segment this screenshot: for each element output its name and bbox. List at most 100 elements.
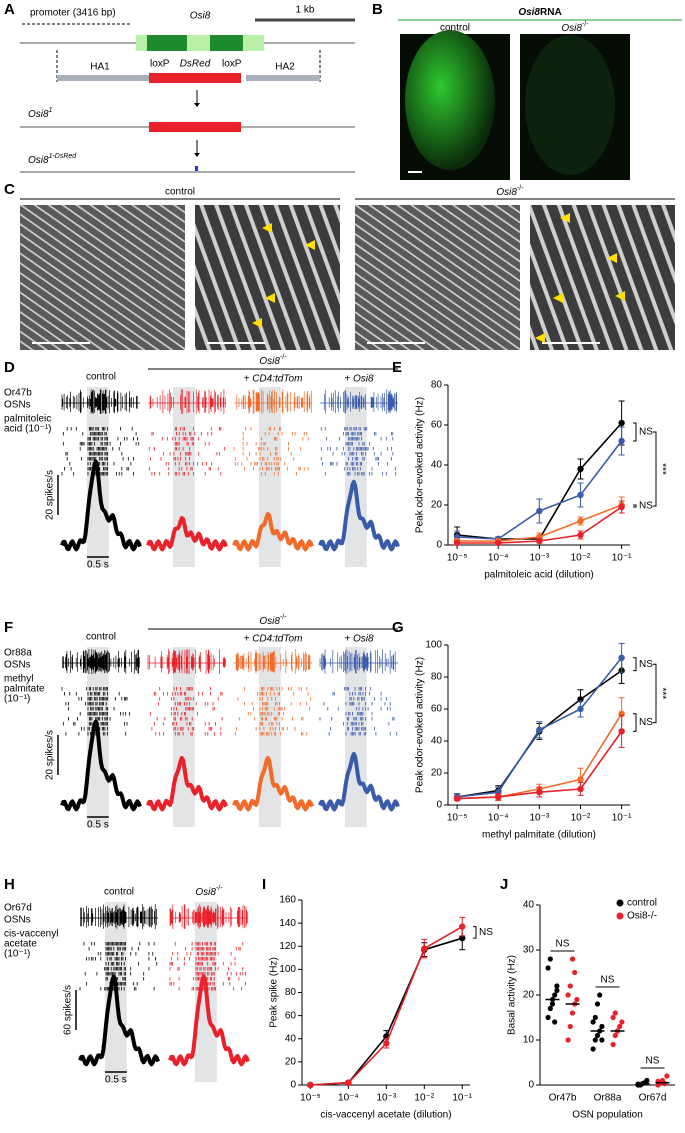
data-point xyxy=(345,1079,352,1086)
exon xyxy=(147,35,187,51)
data-point xyxy=(577,531,584,539)
panel-label: J xyxy=(500,876,508,893)
label-part: Osi8 xyxy=(518,7,540,18)
condition-label: + CD4:tdTom xyxy=(244,634,303,645)
odor-label: (10⁻¹) xyxy=(4,949,30,960)
x-tick-label: Or67d xyxy=(639,1093,667,1104)
label-part: Osi8 xyxy=(28,155,49,166)
spike-raster xyxy=(148,427,226,476)
spike-raster xyxy=(150,687,223,736)
data-point xyxy=(574,996,580,1003)
data-point xyxy=(536,507,543,515)
label-part: Osi8 xyxy=(28,109,49,120)
label-part: Osi8 xyxy=(496,187,517,198)
stimulus-window xyxy=(344,647,367,827)
data-point xyxy=(567,983,573,989)
bracket xyxy=(633,713,637,732)
annotation: NS xyxy=(601,975,615,986)
psth xyxy=(318,479,400,552)
time-scale-label: 0.5 s xyxy=(87,560,109,571)
sem-image xyxy=(355,205,520,350)
image-label: Osi8-/- xyxy=(496,185,524,198)
y-tick-label: 0 xyxy=(436,800,442,811)
arrowhead-marker xyxy=(262,223,272,233)
stimulus-window xyxy=(258,647,281,827)
x-tick-label: 10⁻⁴ xyxy=(488,553,509,564)
x-tick-label: 10⁻³ xyxy=(529,553,549,564)
x-tick-label: 10⁻⁴ xyxy=(338,1093,359,1104)
homology-arm xyxy=(57,75,149,81)
y-tick-label: 80 xyxy=(431,672,443,683)
arrowhead-marker xyxy=(535,333,545,343)
x-axis-label: palmitoleic acid (dilution) xyxy=(484,570,594,581)
panel-label: B xyxy=(372,1,383,18)
spike-trace xyxy=(234,389,312,415)
x-tick-label: 10⁻¹ xyxy=(612,553,632,564)
data-point xyxy=(459,923,466,930)
odor-label: methyl xyxy=(4,674,33,685)
panel-label: D xyxy=(4,359,15,376)
dsred-label: DsRed xyxy=(180,59,211,70)
data-point xyxy=(612,1010,618,1016)
bracket xyxy=(633,657,637,672)
spike-trace xyxy=(61,389,140,415)
bracket xyxy=(633,422,637,442)
data-point xyxy=(618,437,625,445)
x-tick-label: 10⁻² xyxy=(571,813,591,824)
image-label: control xyxy=(440,23,470,34)
data-point xyxy=(545,965,551,971)
image-label: Osi8-/- xyxy=(561,21,589,34)
dsred-cassette xyxy=(149,73,241,83)
condition-label: + Osi8 xyxy=(344,374,374,385)
neuron-label: OSNs xyxy=(4,400,31,411)
data-point xyxy=(662,1081,668,1087)
psth xyxy=(232,512,314,552)
label-part: -/- xyxy=(280,614,287,621)
rate-scale-label: 60 spikes/s xyxy=(63,985,74,1035)
spike-trace xyxy=(319,649,398,675)
data-point xyxy=(547,1005,553,1012)
ha2-label: HA2 xyxy=(275,62,295,73)
y-tick-label: 140 xyxy=(279,918,296,929)
label-part: Osi8 xyxy=(259,356,280,367)
condition-label: + CD4:tdTom xyxy=(244,374,303,385)
data-point xyxy=(565,1037,571,1043)
allele-label: Osi81-DsRed xyxy=(28,153,77,166)
label-part: -/- xyxy=(582,21,589,28)
x-tick-label: Or88a xyxy=(594,1093,622,1104)
arrow-head xyxy=(194,103,200,107)
y-tick-label: 120 xyxy=(279,941,296,952)
psth xyxy=(168,974,250,1067)
data-point xyxy=(577,465,584,473)
panel-label: I xyxy=(262,876,266,893)
annotation: NS xyxy=(639,501,653,512)
annotation: NS xyxy=(639,717,653,728)
rna-signal xyxy=(525,35,615,175)
y-tick-label: 60 xyxy=(431,420,443,431)
bracket xyxy=(653,431,657,507)
data-point xyxy=(599,1023,605,1030)
data-point xyxy=(495,793,502,801)
y-axis-label: Peak odor-evoked activity (Hz) xyxy=(415,657,426,793)
stimulus-window xyxy=(172,647,195,827)
bracket xyxy=(633,504,637,508)
legend-label: Osi8-/- xyxy=(627,911,657,922)
condition-label: control xyxy=(86,632,116,643)
condition-label: Osi8-/- xyxy=(259,354,287,367)
panel-label: C xyxy=(4,181,15,198)
arrowhead-marker xyxy=(252,318,262,328)
x-tick-label: 10⁻¹ xyxy=(612,813,632,824)
data-point xyxy=(618,503,625,511)
x-tick-label: 10⁻² xyxy=(414,1093,434,1104)
arrowhead-marker xyxy=(265,293,275,303)
y-tick-label: 0 xyxy=(528,1080,534,1091)
data-point xyxy=(552,992,558,998)
data-point xyxy=(569,956,576,962)
y-axis-label: Basal activity (Hz) xyxy=(507,955,518,1035)
legend-label: control xyxy=(627,898,657,909)
odor-label: acid (10⁻¹) xyxy=(4,424,52,435)
label-part: -/- xyxy=(517,185,524,192)
odor-label: (10⁻¹) xyxy=(4,694,30,705)
y-tick-label: 80 xyxy=(431,380,443,391)
y-tick-label: 20 xyxy=(431,500,443,511)
